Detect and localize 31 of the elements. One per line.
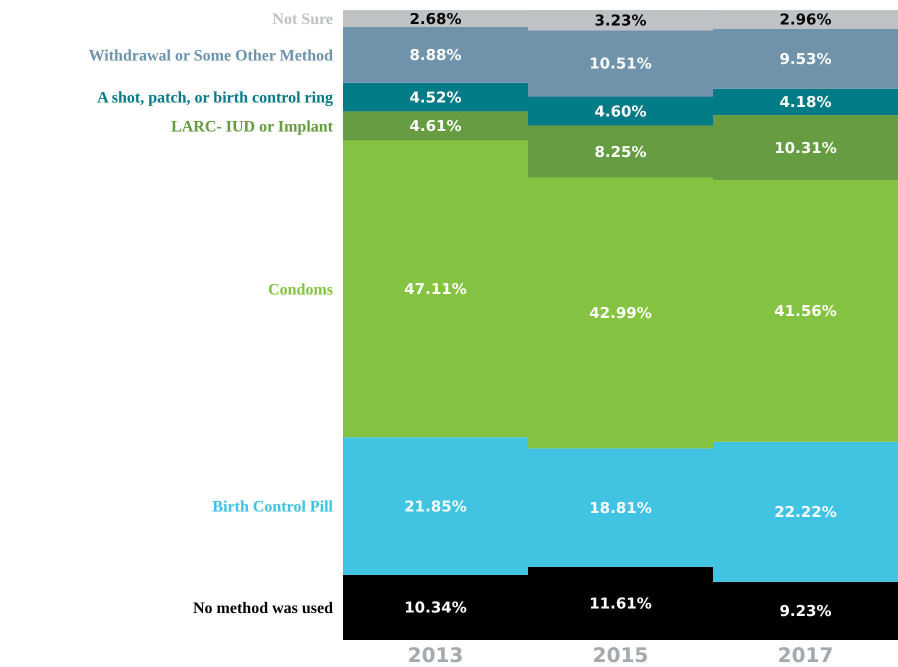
data-label: 2.68%	[409, 10, 462, 28]
series-label: LARC- IUD or Implant	[171, 118, 334, 136]
series-label: Withdrawal or Some Other Method	[88, 48, 334, 65]
data-label: 10.51%	[589, 54, 652, 73]
data-label: 41.56%	[774, 302, 837, 320]
x-tick-label: 2017	[778, 643, 834, 667]
data-label: 11.61%	[589, 594, 652, 613]
data-label: 9.53%	[779, 50, 832, 68]
series-label: No method was used	[192, 600, 334, 618]
data-label: 4.61%	[409, 117, 462, 136]
data-label: 3.23%	[594, 11, 647, 30]
data-label: 8.88%	[409, 46, 462, 64]
data-label: 9.23%	[779, 602, 832, 620]
series-label: Birth Control Pill	[212, 498, 334, 516]
data-label: 22.22%	[774, 503, 837, 522]
data-label: 21.85%	[404, 497, 467, 516]
series-label: A shot, patch, or birth control ring	[97, 90, 333, 107]
x-tick-label: 2015	[592, 643, 648, 667]
data-label: 10.31%	[774, 138, 837, 157]
data-label: 4.18%	[779, 93, 832, 112]
data-label: 42.99%	[589, 304, 652, 322]
data-label: 18.81%	[589, 498, 652, 517]
x-tick-label: 2013	[408, 643, 464, 667]
data-label: 2.96%	[779, 10, 832, 29]
series-label: Condoms	[268, 281, 333, 298]
series-label: Not Sure	[272, 11, 333, 28]
data-label: 4.60%	[594, 102, 647, 120]
data-label: 8.25%	[594, 142, 647, 161]
data-label: 47.11%	[404, 280, 467, 298]
data-label: 4.52%	[409, 88, 462, 106]
data-label: 10.34%	[404, 598, 467, 617]
